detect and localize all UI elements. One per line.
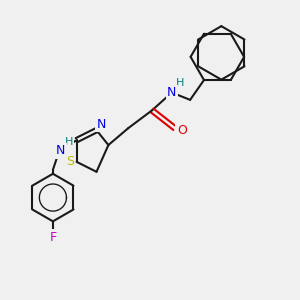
Text: S: S — [66, 155, 74, 168]
Text: H: H — [64, 137, 73, 147]
Text: N: N — [97, 118, 106, 131]
Text: F: F — [49, 231, 56, 244]
Text: O: O — [177, 124, 187, 137]
Text: N: N — [167, 86, 176, 99]
Text: N: N — [56, 145, 65, 158]
Text: H: H — [176, 78, 184, 88]
